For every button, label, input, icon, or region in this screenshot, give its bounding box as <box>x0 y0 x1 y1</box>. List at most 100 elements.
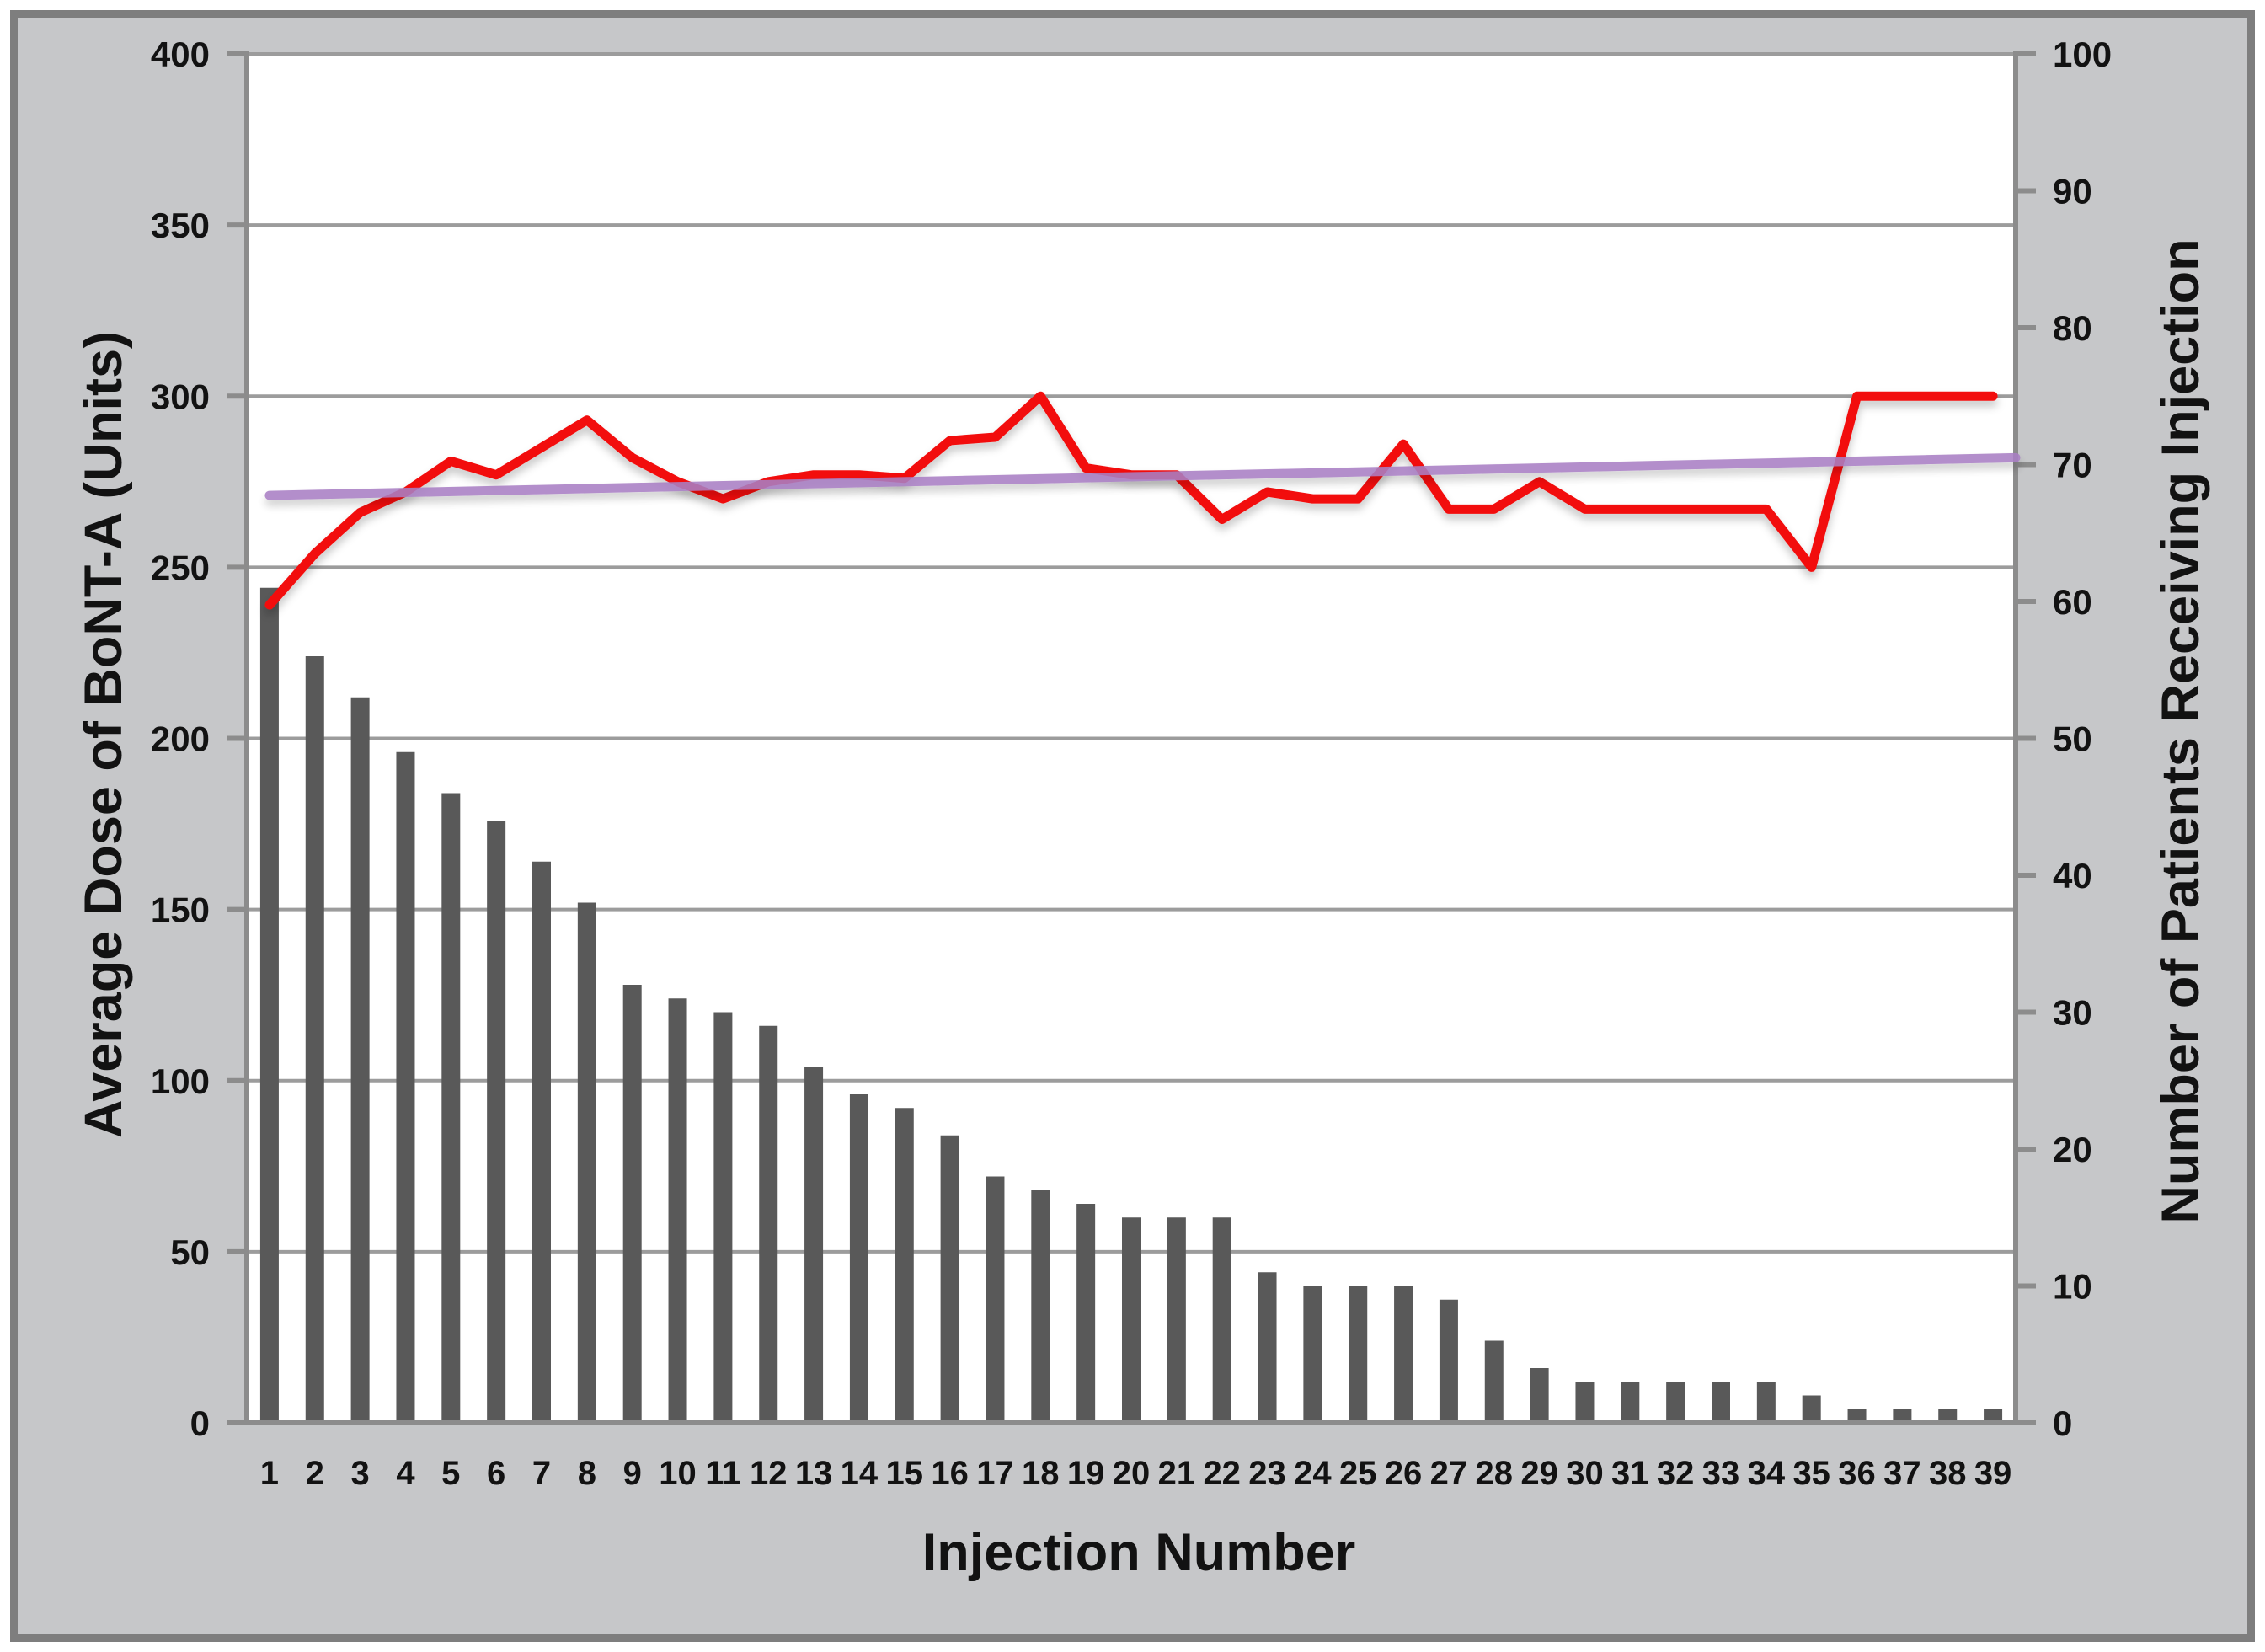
x-axis-label-32: 32 <box>1657 1455 1695 1492</box>
right-axis-label-90: 90 <box>2053 172 2092 211</box>
left-axis-label-150: 150 <box>151 890 210 930</box>
x-axis-label-26: 26 <box>1385 1455 1423 1492</box>
right-axis-label-50: 50 <box>2053 719 2092 759</box>
bar-injection-31 <box>1621 1382 1640 1423</box>
x-axis-label-13: 13 <box>795 1455 833 1492</box>
x-axis-label-38: 38 <box>1929 1455 1967 1492</box>
bar-injection-39 <box>1984 1409 2003 1423</box>
x-axis-label-5: 5 <box>441 1455 460 1492</box>
bar-injection-33 <box>1712 1382 1730 1423</box>
bar-injection-2 <box>305 656 324 1423</box>
left-axis-label-100: 100 <box>151 1061 210 1101</box>
x-axis-label-12: 12 <box>750 1455 788 1492</box>
x-axis-label-2: 2 <box>306 1455 324 1492</box>
x-axis-title: Injection Number <box>921 1523 1356 1582</box>
x-axis-label-4: 4 <box>396 1455 415 1492</box>
left-axis-label-250: 250 <box>151 548 210 587</box>
left-axis-label-0: 0 <box>190 1403 210 1443</box>
x-axis-label-15: 15 <box>886 1455 924 1492</box>
bar-injection-19 <box>1076 1204 1096 1423</box>
x-axis-label-22: 22 <box>1203 1455 1241 1492</box>
bar-injection-22 <box>1212 1217 1231 1423</box>
bar-injection-36 <box>1847 1409 1867 1423</box>
x-axis-label-14: 14 <box>841 1455 879 1492</box>
x-axis-label-9: 9 <box>623 1455 642 1492</box>
left-axis-label-400: 400 <box>151 35 210 74</box>
bar-injection-13 <box>804 1067 824 1423</box>
axes <box>227 51 2036 1425</box>
x-axis-label-31: 31 <box>1611 1455 1649 1492</box>
bar-injection-32 <box>1666 1382 1685 1423</box>
x-axis-label-33: 33 <box>1702 1455 1740 1492</box>
bar-injection-14 <box>849 1094 868 1423</box>
right-axis-label-10: 10 <box>2053 1267 2092 1307</box>
bar-injection-35 <box>1802 1395 1821 1423</box>
bar-injection-16 <box>940 1135 959 1423</box>
x-axis-label-10: 10 <box>659 1455 697 1492</box>
right-axis-label-20: 20 <box>2053 1130 2092 1169</box>
right-axis-label-80: 80 <box>2053 308 2092 348</box>
bar-injection-8 <box>577 902 596 1423</box>
bar-injection-9 <box>622 985 642 1423</box>
x-axis-label-1: 1 <box>260 1455 279 1492</box>
trend-line <box>264 452 2021 500</box>
bar-injection-18 <box>1031 1190 1050 1423</box>
bar-injection-34 <box>1756 1382 1776 1423</box>
right-axis-label-100: 100 <box>2053 35 2112 74</box>
right-axis-label-40: 40 <box>2053 856 2092 896</box>
x-axis-label-30: 30 <box>1566 1455 1604 1492</box>
x-axis-label-23: 23 <box>1248 1455 1286 1492</box>
bar-injection-5 <box>441 793 461 1423</box>
bar-injection-24 <box>1303 1286 1322 1423</box>
left-axis-title: Average Dose of BoNT-A (Units) <box>74 331 133 1138</box>
x-axis-label-18: 18 <box>1022 1455 1060 1492</box>
bar-injection-20 <box>1122 1217 1141 1423</box>
left-axis-label-50: 50 <box>170 1232 210 1272</box>
x-axis-label-28: 28 <box>1476 1455 1514 1492</box>
right-axis-label-0: 0 <box>2053 1403 2072 1443</box>
bar-injection-3 <box>350 697 370 1423</box>
bar-injection-23 <box>1258 1272 1277 1423</box>
x-axis-label-34: 34 <box>1748 1455 1786 1492</box>
bar-injection-37 <box>1893 1409 1912 1423</box>
x-axis-label-21: 21 <box>1158 1455 1196 1492</box>
bar-injection-26 <box>1394 1286 1413 1423</box>
x-axis-label-8: 8 <box>578 1455 596 1492</box>
x-axis-label-19: 19 <box>1067 1455 1105 1492</box>
x-axis-label-36: 36 <box>1838 1455 1876 1492</box>
bar-injection-30 <box>1575 1382 1595 1423</box>
left-axis-label-300: 300 <box>151 377 210 416</box>
x-axis-label-37: 37 <box>1883 1455 1921 1492</box>
left-axis-label-350: 350 <box>151 206 210 245</box>
patients-bars <box>259 587 2003 1423</box>
x-axis-label-29: 29 <box>1520 1455 1558 1492</box>
right-axis-label-60: 60 <box>2053 582 2092 622</box>
bar-injection-28 <box>1484 1340 1504 1423</box>
x-axis-label-3: 3 <box>350 1455 369 1492</box>
x-axis-label-17: 17 <box>976 1455 1014 1492</box>
bar-injection-10 <box>668 998 687 1423</box>
tick-labels: 4003503002502001501005001009080706050403… <box>151 35 2112 1492</box>
bar-injection-21 <box>1167 1217 1186 1423</box>
right-axis-title: Number of Patients Receiving Injection <box>2151 238 2210 1224</box>
bar-injection-12 <box>759 1025 778 1423</box>
x-axis-label-27: 27 <box>1430 1455 1468 1492</box>
x-axis-label-11: 11 <box>705 1455 740 1492</box>
x-axis-label-7: 7 <box>532 1455 551 1492</box>
x-axis-label-16: 16 <box>931 1455 969 1492</box>
bar-injection-15 <box>895 1108 914 1423</box>
bar-injection-29 <box>1530 1368 1549 1423</box>
bar-injection-25 <box>1349 1286 1368 1423</box>
bar-injection-1 <box>259 587 279 1423</box>
x-axis-label-20: 20 <box>1113 1455 1151 1492</box>
x-axis-label-6: 6 <box>487 1455 505 1492</box>
bar-injection-17 <box>986 1176 1005 1423</box>
x-axis-label-39: 39 <box>1974 1455 2012 1492</box>
dose-trendline <box>264 452 2021 500</box>
left-axis-label-200: 200 <box>151 719 210 759</box>
right-axis-label-30: 30 <box>2053 993 2092 1033</box>
bar-injection-11 <box>713 1012 733 1423</box>
x-axis-label-35: 35 <box>1792 1455 1830 1492</box>
bar-injection-7 <box>532 861 551 1423</box>
